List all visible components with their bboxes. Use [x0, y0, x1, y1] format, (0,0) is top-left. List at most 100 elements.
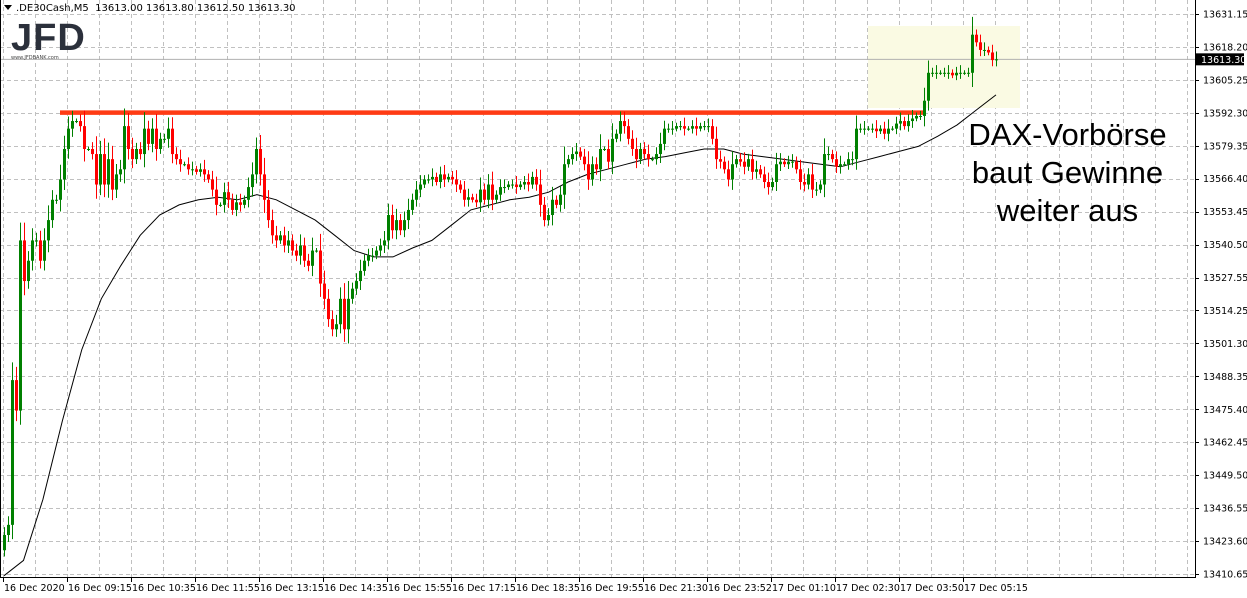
candle-bullish — [223, 182, 226, 213]
candle-body — [99, 154, 102, 185]
candle-body — [583, 156, 586, 165]
dropdown-triangle-icon[interactable] — [4, 5, 12, 10]
close-value: 13613.30 — [247, 3, 296, 14]
candle-body — [263, 174, 266, 200]
candle-body — [3, 535, 6, 551]
y-tick-label: 13410.65 — [1203, 570, 1247, 581]
candle-body — [63, 148, 66, 180]
candle-bullish — [235, 194, 238, 217]
candle-bullish — [787, 155, 790, 169]
candle-body — [251, 174, 254, 188]
moving-average-line — [3, 94, 997, 577]
candle-body — [299, 245, 302, 256]
candle-bearish — [79, 114, 82, 132]
candle-body — [31, 240, 34, 261]
candle-bullish — [255, 137, 258, 184]
candle-bearish — [711, 119, 714, 145]
candle-bearish — [695, 117, 698, 136]
candle-body — [291, 240, 294, 251]
candle-body — [863, 128, 866, 130]
candle-body — [871, 128, 874, 130]
candle-body — [699, 126, 702, 129]
candle-bearish — [799, 159, 802, 190]
candle-bullish — [47, 205, 50, 253]
candle-bearish — [323, 270, 326, 310]
candle-bullish — [927, 60, 930, 111]
candle-body — [111, 159, 114, 190]
candle-bullish — [915, 112, 918, 122]
candle-body — [607, 148, 610, 162]
candle-body — [279, 235, 282, 241]
candle-bearish — [331, 310, 334, 337]
grid — [0, 0, 1195, 577]
candle-body — [823, 154, 826, 185]
candle-body — [367, 255, 370, 261]
candle-bullish — [779, 153, 782, 172]
candle-body — [23, 240, 26, 282]
candle-bullish — [199, 163, 202, 177]
time-axis[interactable]: 16 Dec 2020 16 Dec 09:15 16 Dec 10:35 16 De… — [3, 577, 1028, 594]
candle-body — [399, 220, 402, 231]
y-tick-label: 13475.40 — [1203, 405, 1247, 416]
candle-body — [527, 182, 530, 185]
candle-body — [691, 126, 694, 129]
candle-body — [107, 159, 110, 185]
candle-body — [327, 298, 330, 320]
candle-bearish — [215, 176, 218, 216]
candle-body — [591, 164, 594, 180]
candle-bearish — [875, 120, 878, 139]
candle-bearish — [555, 195, 558, 209]
candle-body — [851, 159, 854, 161]
candle-body — [575, 151, 578, 155]
candle-body — [547, 215, 550, 221]
y-tick-label: 13462.45 — [1203, 438, 1247, 449]
candle-body — [927, 72, 930, 101]
candle-body — [391, 215, 394, 231]
price-axis[interactable]: 13631.15 13618.20 13605.25 13592.30 13579.35… — [1195, 10, 1247, 581]
candle-bearish — [743, 152, 746, 175]
candle-body — [767, 182, 770, 188]
candle-body — [899, 121, 902, 124]
candle-bullish — [419, 175, 422, 198]
candle-body — [919, 115, 922, 117]
candle-body — [219, 204, 222, 206]
candle-bullish — [251, 162, 254, 197]
candle-bullish — [71, 110, 74, 137]
current-price-label: 13613.30 — [1196, 53, 1246, 66]
candle-body — [163, 138, 166, 140]
candle-body — [143, 128, 146, 155]
candle-bearish — [267, 190, 270, 228]
candle-bearish — [587, 151, 590, 190]
candle-bullish — [143, 112, 146, 168]
candle-bullish — [687, 126, 690, 131]
candle-body — [191, 169, 194, 171]
candle-body — [407, 209, 410, 221]
candle-body — [467, 197, 470, 200]
candle-body — [895, 123, 898, 129]
candle-bullish — [339, 287, 342, 334]
candle-body — [231, 199, 234, 210]
candle-body — [271, 220, 274, 236]
candle-bullish — [99, 140, 102, 196]
y-tick-label: 13605.25 — [1203, 75, 1247, 86]
candle-body — [55, 199, 58, 201]
candle-bearish — [951, 69, 954, 79]
candle-body — [663, 128, 666, 144]
candle-body — [559, 194, 562, 205]
candle-body — [343, 298, 346, 330]
candle-body — [939, 72, 942, 74]
high-value: 13613.80 — [146, 3, 194, 14]
candle-bullish — [655, 147, 658, 165]
candle-body — [519, 184, 522, 188]
candle-bullish — [771, 177, 774, 191]
candle-bullish — [51, 190, 54, 228]
candle-body — [791, 161, 794, 163]
candle-body — [683, 126, 686, 129]
candle-bullish — [439, 166, 442, 189]
candle-bearish — [635, 137, 638, 169]
candle-body — [471, 197, 474, 200]
candle-bullish — [447, 173, 450, 183]
candle-bullish — [43, 228, 46, 271]
candle-bearish — [715, 126, 718, 169]
